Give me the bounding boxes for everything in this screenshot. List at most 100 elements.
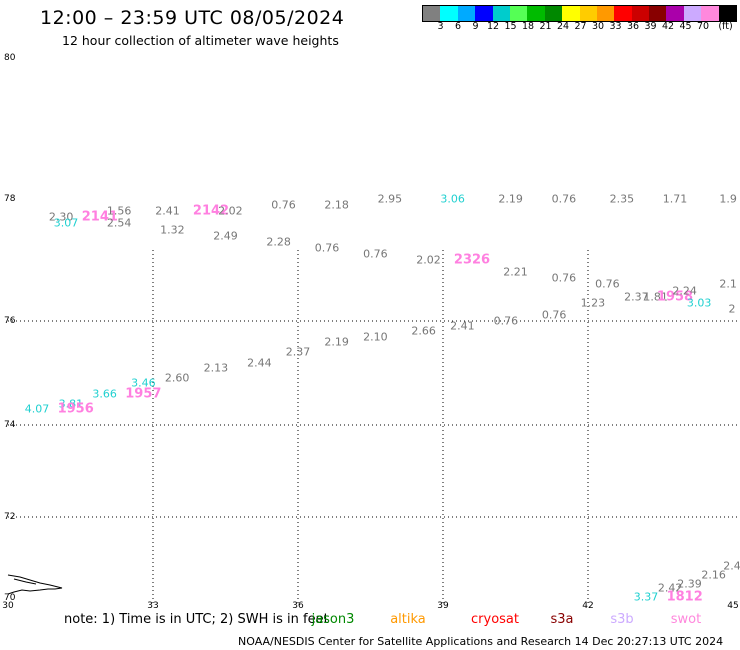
wave-height-label: 0.76 [595,277,620,291]
wave-height-label: 2.41 [450,319,475,333]
wave-height-label: 3.81 [58,397,84,411]
wave-height-label: 2.02 [416,253,441,267]
legend-item: jason3 [311,612,355,627]
wave-height-label: 2.28 [266,235,291,249]
wave-height-label: 2326 [453,252,491,268]
latitude-label: 74 [4,420,16,430]
color-swatch [475,6,493,21]
wave-height-label: 0.76 [493,314,519,328]
legend-item: swot [670,612,702,627]
color-scale-tick: 39 [644,21,657,32]
color-swatch [614,6,632,21]
longitude-label: 39 [437,601,449,611]
wave-height-label: 0.76 [363,247,388,261]
longitude-label: 45 [727,601,739,611]
wave-height-label: 2.49 [213,229,238,243]
wave-height-label: 2.60 [164,371,190,385]
note-text: note: 1) Time is in UTC; 2) SWH is in fe… [64,612,329,627]
wave-height-label: 2.37 [624,290,649,304]
wave-height-label: 2.21 [503,265,528,279]
latitude-label: 70 [4,593,16,603]
footer-credit: NOAA/NESDIS Center for Satellite Applica… [238,635,724,648]
longitude-label: 36 [292,601,304,611]
wave-height-label: 1.81 [643,290,668,304]
color-swatch [683,6,702,21]
color-scale-tick: 3 [437,21,444,32]
color-swatch [509,6,528,21]
wave-height-label: 0.76 [551,271,577,285]
color-swatch [440,6,458,21]
wave-height-label: 3.03 [686,296,712,310]
wave-height-label: 1958 [656,289,694,305]
wave-height-label: 2.19 [498,192,523,206]
color-scale-tick: 33 [609,21,622,32]
coastline [7,574,63,595]
wave-height-label: 1.9 [719,192,737,206]
wave-height-label: 2.4 [723,559,740,573]
wave-height-label: 2.30 [48,210,74,224]
color-swatch [579,6,597,21]
color-swatch [596,6,615,21]
latitude-label: 76 [4,316,16,326]
latitude-label: 78 [4,194,16,204]
wave-height-label: 3.37 [633,590,659,604]
wave-height-label: 4.07 [24,402,50,416]
color-swatch [562,6,580,21]
color-scale-tick: 18 [521,21,535,32]
wave-height-label: 1.71 [662,192,688,206]
wave-height-label: 1.56 [106,204,132,218]
color-scale-tick: 42 [661,21,675,32]
color-scale-tick: 21 [539,21,552,32]
wave-height-label: 2.13 [203,361,229,375]
wave-height-label: 2 [728,302,736,316]
legend-item: s3a [550,612,574,627]
color-scale-tick: 45 [679,21,692,32]
wave-height-label: 2.1 [719,277,737,291]
color-scale-tick: 15 [504,21,517,32]
color-swatch [423,6,441,21]
color-scale-bar [422,5,738,22]
map-grid [8,250,740,606]
longitude-label: 30 [2,601,14,611]
color-swatch [631,6,650,21]
wave-height-label: 2.41 [155,204,180,218]
color-scale-tick: 24 [556,21,570,32]
wave-height-label: 0.76 [551,192,577,206]
wave-height-label: 3.66 [92,387,117,401]
wave-height-label: 2.19 [324,335,349,349]
wave-height-label: 0.76 [541,308,567,322]
wave-height-label: 0.76 [271,198,296,212]
legend-item: altika [390,612,426,627]
color-swatch [666,6,684,21]
wave-height-label: 2.10 [363,330,388,344]
color-scale-tick: 27 [574,21,587,32]
wave-height-label: 2.44 [247,356,272,370]
wave-height-label: 3.07 [53,216,79,230]
color-swatch [718,6,737,21]
wave-height-label: 2.24 [672,284,697,297]
wave-height-label: 3.46 [131,376,156,390]
wave-height-label: 2.95 [377,192,403,206]
color-scale-tick: 30 [591,21,605,32]
color-scale-tick: 9 [472,21,479,32]
longitude-label: 42 [582,601,594,611]
latitude-label: 72 [4,512,16,522]
wave-height-label: 1956 [57,401,94,417]
wave-height-label: 2.66 [411,324,436,338]
wave-height-label: 2.39 [677,577,702,591]
color-swatch [492,6,510,21]
wave-height-label: 0.76 [314,241,340,255]
wave-height-label: 2.35 [609,192,635,206]
latitude-label: 80 [4,53,16,63]
wave-height-label: 1812 [666,589,703,605]
wave-height-label: 1.32 [160,223,185,236]
wave-height-label: 2.02 [218,204,243,218]
map-title: 12:00 – 23:59 UTC 08/05/2024 [40,7,345,29]
color-swatch [457,6,476,21]
wave-height-label: 2.37 [285,345,311,359]
wave-height-label: 2.18 [324,198,349,212]
wave-height-label: 1.23 [580,296,606,310]
color-swatch [649,6,667,21]
wave-height-label: 2141 [81,209,118,225]
